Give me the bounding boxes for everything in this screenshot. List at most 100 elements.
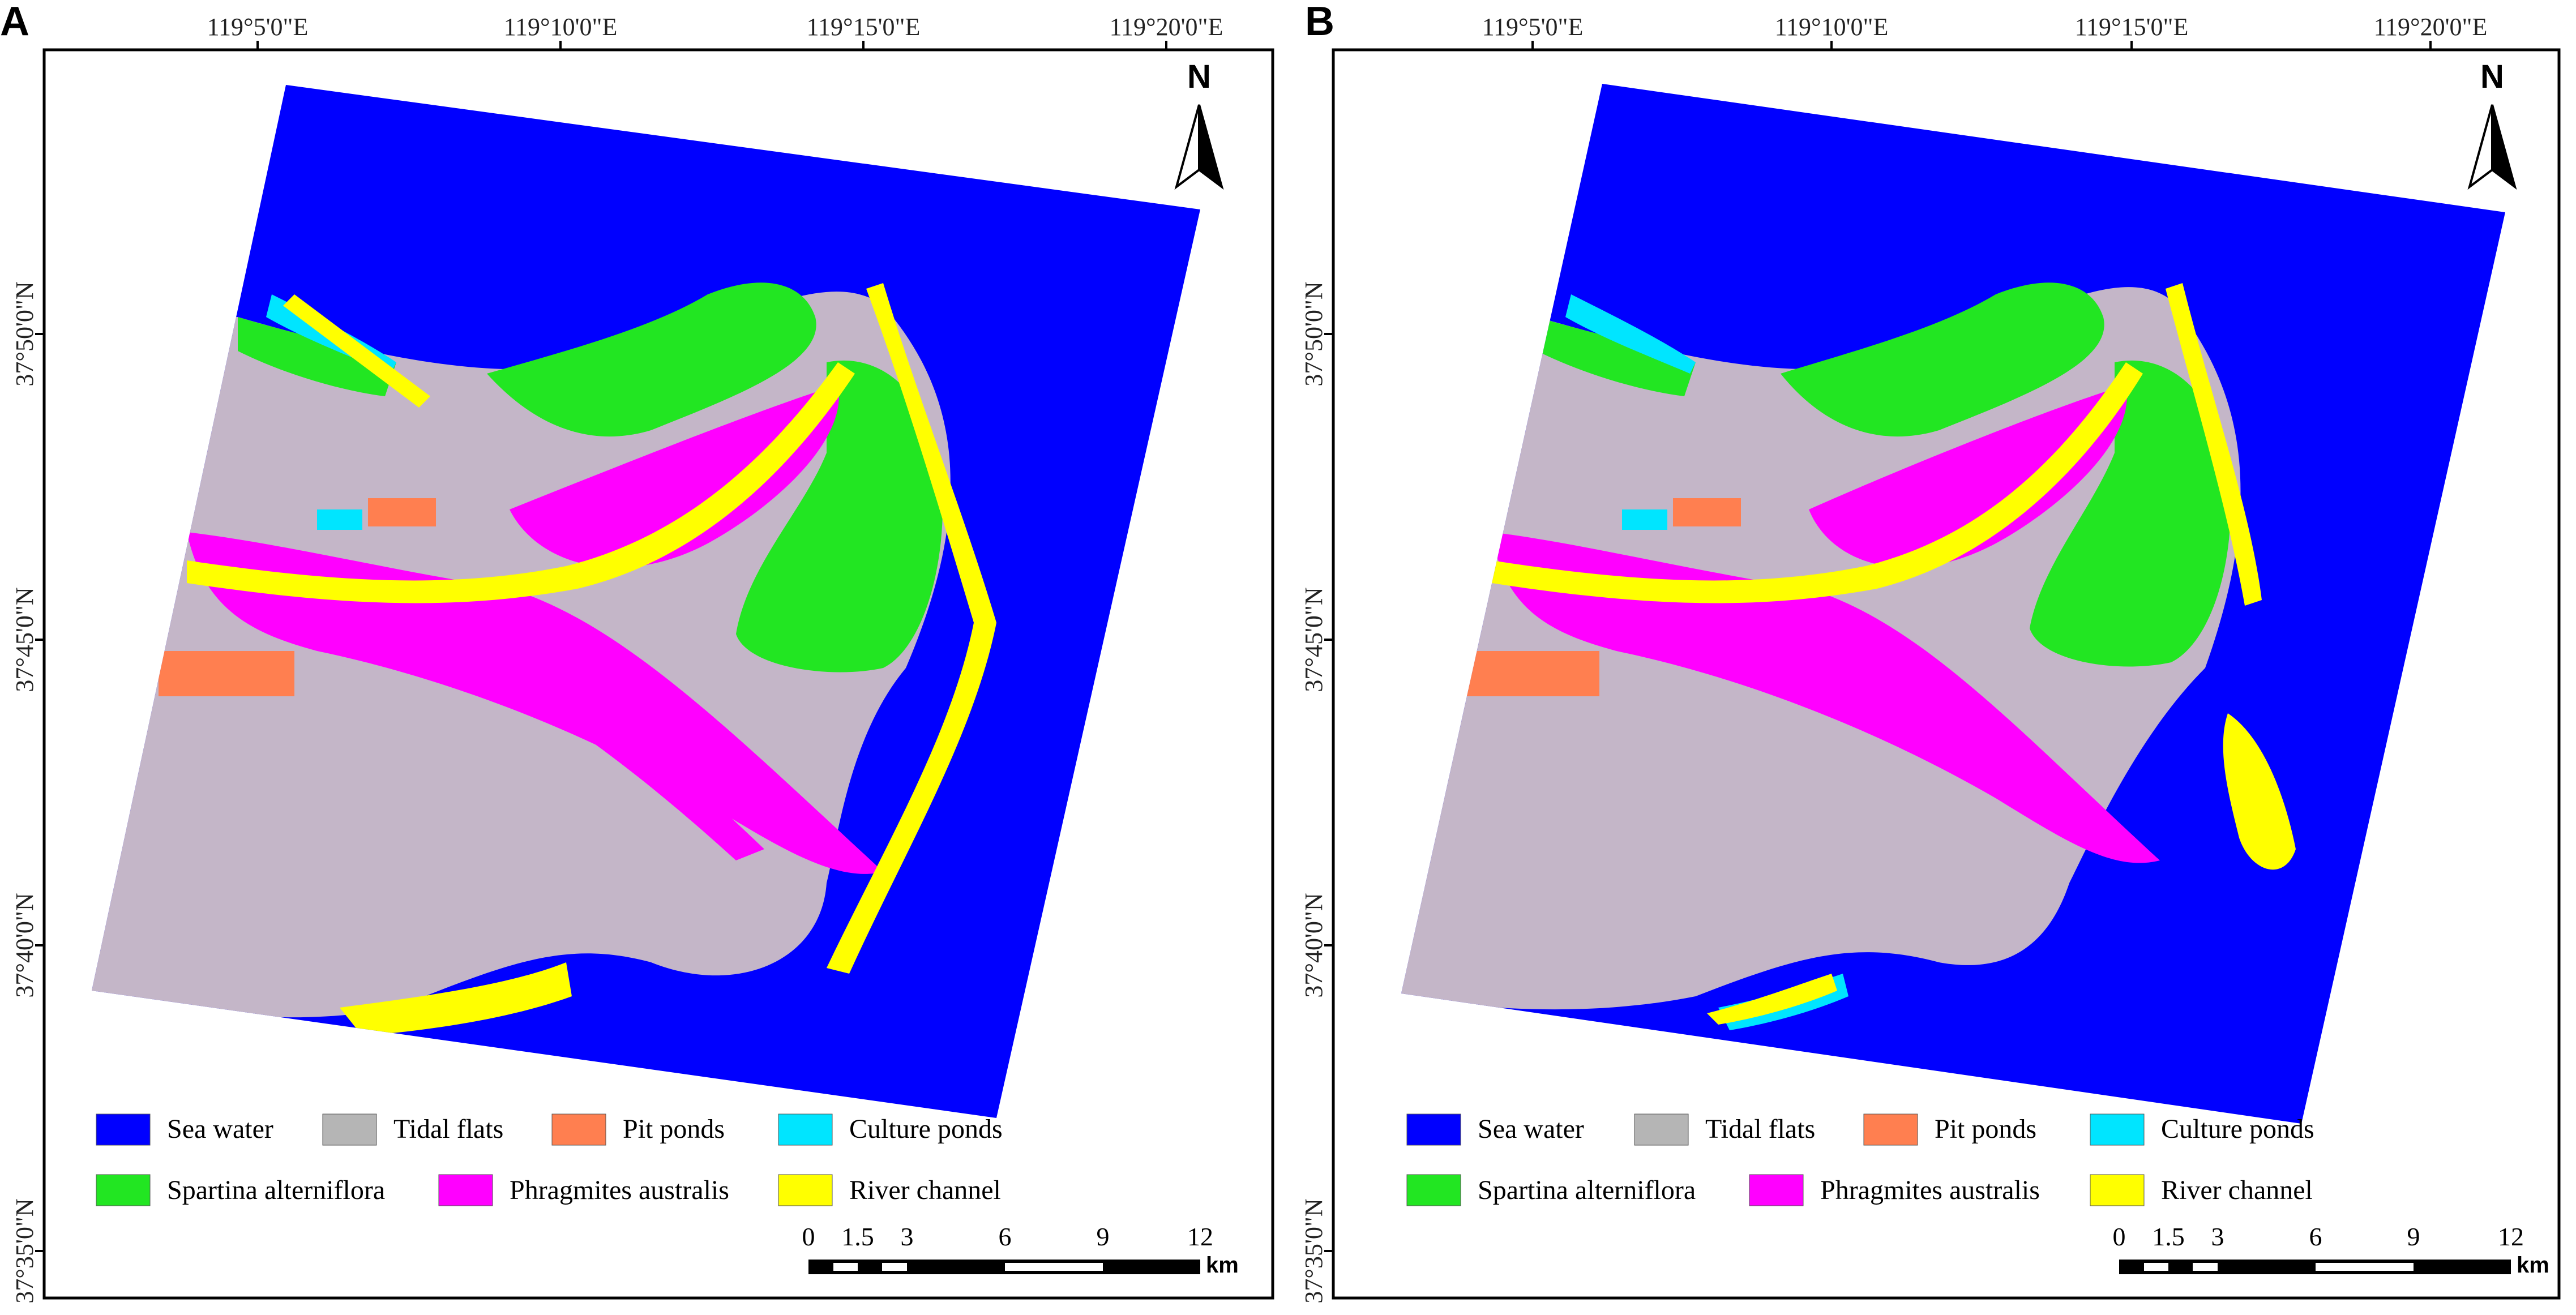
phragmites-area bbox=[1809, 385, 2127, 568]
legend-swatch-phragmites bbox=[438, 1174, 493, 1206]
legend-swatch-culture-ponds bbox=[778, 1113, 833, 1146]
scale-tick-label: 12 bbox=[1187, 1222, 1213, 1251]
north-arrow-left bbox=[1174, 104, 1200, 190]
scale-bar: 0 1.5 3 6 9 12 km bbox=[2113, 1222, 2549, 1278]
culture-ponds-area bbox=[317, 509, 362, 530]
legend-swatch-spartina bbox=[1406, 1174, 1461, 1206]
lon-label: 119°20'0"E bbox=[1110, 13, 1223, 41]
pit-ponds-area bbox=[1673, 498, 1741, 526]
scale-tick-label: 1.5 bbox=[2152, 1222, 2185, 1251]
legend-label: Culture ponds bbox=[2161, 1114, 2314, 1144]
lon-label: 119°10'0"E bbox=[504, 13, 618, 41]
classified-raster bbox=[1401, 84, 2505, 1124]
spartina-area bbox=[736, 360, 943, 673]
scale-bar-segment bbox=[1005, 1263, 1103, 1271]
culture-ponds-area bbox=[1622, 509, 1667, 530]
legend-swatch-pit-ponds bbox=[1863, 1113, 1918, 1146]
scale-unit: km bbox=[2517, 1253, 2549, 1278]
river-channel-area bbox=[283, 294, 430, 408]
scale-tick-label: 6 bbox=[2309, 1222, 2322, 1251]
legend-swatch-river-channel bbox=[2090, 1174, 2145, 1206]
legend-label: Spartina alterniflora bbox=[1478, 1175, 1696, 1205]
lat-label: 37°40'0"N bbox=[11, 893, 38, 997]
scale-bar-segment bbox=[2193, 1263, 2218, 1271]
lon-label: 119°15'0"E bbox=[2075, 13, 2189, 41]
scale-tick-label: 9 bbox=[2407, 1222, 2420, 1251]
legend-label: Tidal flats bbox=[1705, 1114, 1815, 1144]
legend-label: Sea water bbox=[167, 1114, 273, 1144]
phragmites-area bbox=[510, 385, 839, 568]
legend-swatch-pit-ponds bbox=[551, 1113, 606, 1146]
legend-swatch-tidal-flats bbox=[322, 1113, 377, 1146]
map-frame bbox=[42, 48, 1274, 1300]
lon-label: 119°20'0"E bbox=[2374, 13, 2488, 41]
north-arrow-right bbox=[1198, 104, 1224, 190]
lon-label: 119°5'0"E bbox=[1482, 13, 1584, 41]
river-channel-area bbox=[1707, 974, 1837, 1025]
legend-label: Phragmites australis bbox=[510, 1175, 729, 1205]
scale-tick-label: 9 bbox=[1097, 1222, 1110, 1251]
north-arrow: N bbox=[1174, 58, 1224, 190]
graticule-ticks bbox=[1324, 41, 2432, 1252]
legend-label: River channel bbox=[849, 1175, 1001, 1205]
scale-bar-segment bbox=[833, 1263, 858, 1271]
north-arrow: N bbox=[2467, 58, 2517, 190]
lon-label: 119°10'0"E bbox=[1775, 13, 1889, 41]
map-panel-b: B 119°5'0"E 119°10'0"E 119°15'0"E 119°20… bbox=[1288, 0, 2576, 1315]
north-arrow-right bbox=[2491, 104, 2517, 190]
legend-swatch-sea-water bbox=[1406, 1113, 1461, 1146]
phragmites-area bbox=[396, 611, 764, 860]
spartina-area bbox=[2030, 360, 2231, 667]
legend-label: Culture ponds bbox=[849, 1114, 1003, 1144]
legend-label: Pit ponds bbox=[1935, 1114, 2036, 1144]
lon-label: 119°15'0"E bbox=[807, 13, 921, 41]
legend-label: Sea water bbox=[1478, 1114, 1584, 1144]
scale-tick-label: 1.5 bbox=[841, 1222, 874, 1251]
scale-tick-label: 6 bbox=[999, 1222, 1012, 1251]
river-channel-area bbox=[2166, 283, 2262, 606]
lat-label: 37°35'0"N bbox=[11, 1198, 38, 1303]
river-channel-area bbox=[2223, 713, 2296, 870]
river-channel-area bbox=[827, 283, 996, 974]
panel-letter: B bbox=[1305, 0, 1334, 44]
river-channel-area bbox=[340, 962, 572, 1036]
spartina-area bbox=[1537, 317, 1696, 396]
legend-swatch-spartina bbox=[96, 1174, 151, 1206]
scale-tick-label: 12 bbox=[2498, 1222, 2524, 1251]
river-channel-area bbox=[1492, 362, 2143, 603]
legend: Sea water Tidal flats Pit ponds Culture … bbox=[1406, 1113, 2314, 1206]
north-label: N bbox=[1187, 58, 1211, 95]
scale-bar-segment bbox=[2316, 1263, 2414, 1271]
legend-swatch-sea-water bbox=[96, 1113, 151, 1146]
legend: Sea water Tidal flats Pit ponds Culture … bbox=[96, 1113, 1003, 1206]
scale-unit: km bbox=[1206, 1253, 1239, 1278]
scale-tick-label: 3 bbox=[901, 1222, 914, 1251]
lat-label: 37°50'0"N bbox=[1300, 281, 1328, 386]
north-label: N bbox=[2480, 58, 2504, 95]
spartina-area bbox=[238, 317, 396, 396]
scale-bar: 0 1.5 3 6 9 12 km bbox=[802, 1222, 1239, 1278]
classified-raster bbox=[92, 85, 1200, 1118]
lat-label: 37°50'0"N bbox=[11, 281, 38, 386]
legend-label: Phragmites australis bbox=[1820, 1175, 2040, 1205]
spartina-area bbox=[487, 282, 816, 437]
river-channel-area bbox=[187, 362, 855, 603]
scale-bar-outline bbox=[808, 1260, 1200, 1274]
lon-label: 119°5'0"E bbox=[207, 13, 309, 41]
scale-bar-segment bbox=[882, 1263, 907, 1271]
lat-label: 37°40'0"N bbox=[1300, 893, 1328, 997]
legend-swatch-tidal-flats bbox=[1634, 1113, 1689, 1146]
legend-label: Pit ponds bbox=[623, 1114, 725, 1144]
pit-ponds-area bbox=[368, 498, 436, 526]
scale-bar-segment bbox=[2144, 1263, 2168, 1271]
legend-label: Spartina alterniflora bbox=[167, 1175, 385, 1205]
map-panel-a: A 119°5'0"E 119°10'0"E 119°15'0"E 119°20… bbox=[0, 0, 1274, 1304]
culture-ponds-area bbox=[1565, 294, 1696, 374]
lat-label: 37°45'0"N bbox=[11, 587, 38, 692]
lat-label: 37°35'0"N bbox=[1300, 1198, 1328, 1303]
phragmites-area bbox=[1492, 532, 2160, 863]
pit-ponds-area bbox=[159, 651, 294, 696]
graticule-ticks bbox=[35, 41, 1167, 1252]
scale-tick-label: 0 bbox=[802, 1222, 815, 1251]
lat-label: 37°45'0"N bbox=[1300, 587, 1328, 692]
